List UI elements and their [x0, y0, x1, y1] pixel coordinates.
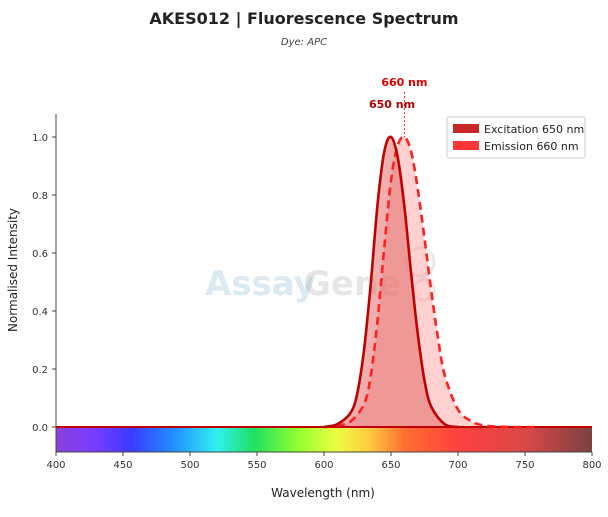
spectrum-color-bar — [56, 427, 592, 452]
x-tick-label: 450 — [113, 460, 132, 471]
x-tick-label: 550 — [247, 460, 266, 471]
y-axis-label: Normalised Intensity — [6, 208, 20, 332]
x-axis-label: Wavelength (nm) — [271, 486, 375, 500]
legend: Excitation 650 nm Emission 660 nm — [446, 116, 586, 159]
excitation-line — [323, 135, 459, 429]
y-tick-label: 0.6 — [32, 249, 48, 260]
x-tick-label: 700 — [448, 460, 467, 471]
excitation-area — [324, 136, 458, 427]
y-tick-label: 0.8 — [32, 191, 48, 202]
y-tick-label: 0.4 — [32, 307, 48, 318]
legend-label-emission: Emission 660 nm — [484, 140, 579, 153]
watermark: Assay Gene — [205, 246, 436, 304]
x-tick-label: 650 — [381, 460, 400, 471]
y-tick-label: 1.0 — [32, 133, 48, 144]
excitation-peak-label: 650 nm — [369, 98, 415, 111]
emission-peak-label: 660 nm — [381, 76, 427, 89]
y-tick-label: 0.0 — [32, 423, 48, 434]
emission-line — [323, 135, 539, 429]
x-tick-label: 800 — [582, 460, 601, 471]
legend-swatch-emission — [453, 141, 479, 150]
legend-box — [446, 116, 586, 159]
x-tick-label: 750 — [515, 460, 534, 471]
y-tick-label: 0.2 — [32, 365, 48, 376]
legend-swatch-excitation — [453, 124, 479, 133]
x-tick-label: 600 — [314, 460, 333, 471]
watermark-text-assay: Assay — [205, 264, 316, 304]
x-tick-label: 500 — [180, 460, 199, 471]
x-tick-label: 400 — [46, 460, 65, 471]
chart-subtitle: Dye: APC — [280, 37, 328, 48]
chart-title: AKES012 | Fluorescence Spectrum — [149, 9, 459, 28]
legend-label-excitation: Excitation 650 nm — [484, 123, 584, 136]
